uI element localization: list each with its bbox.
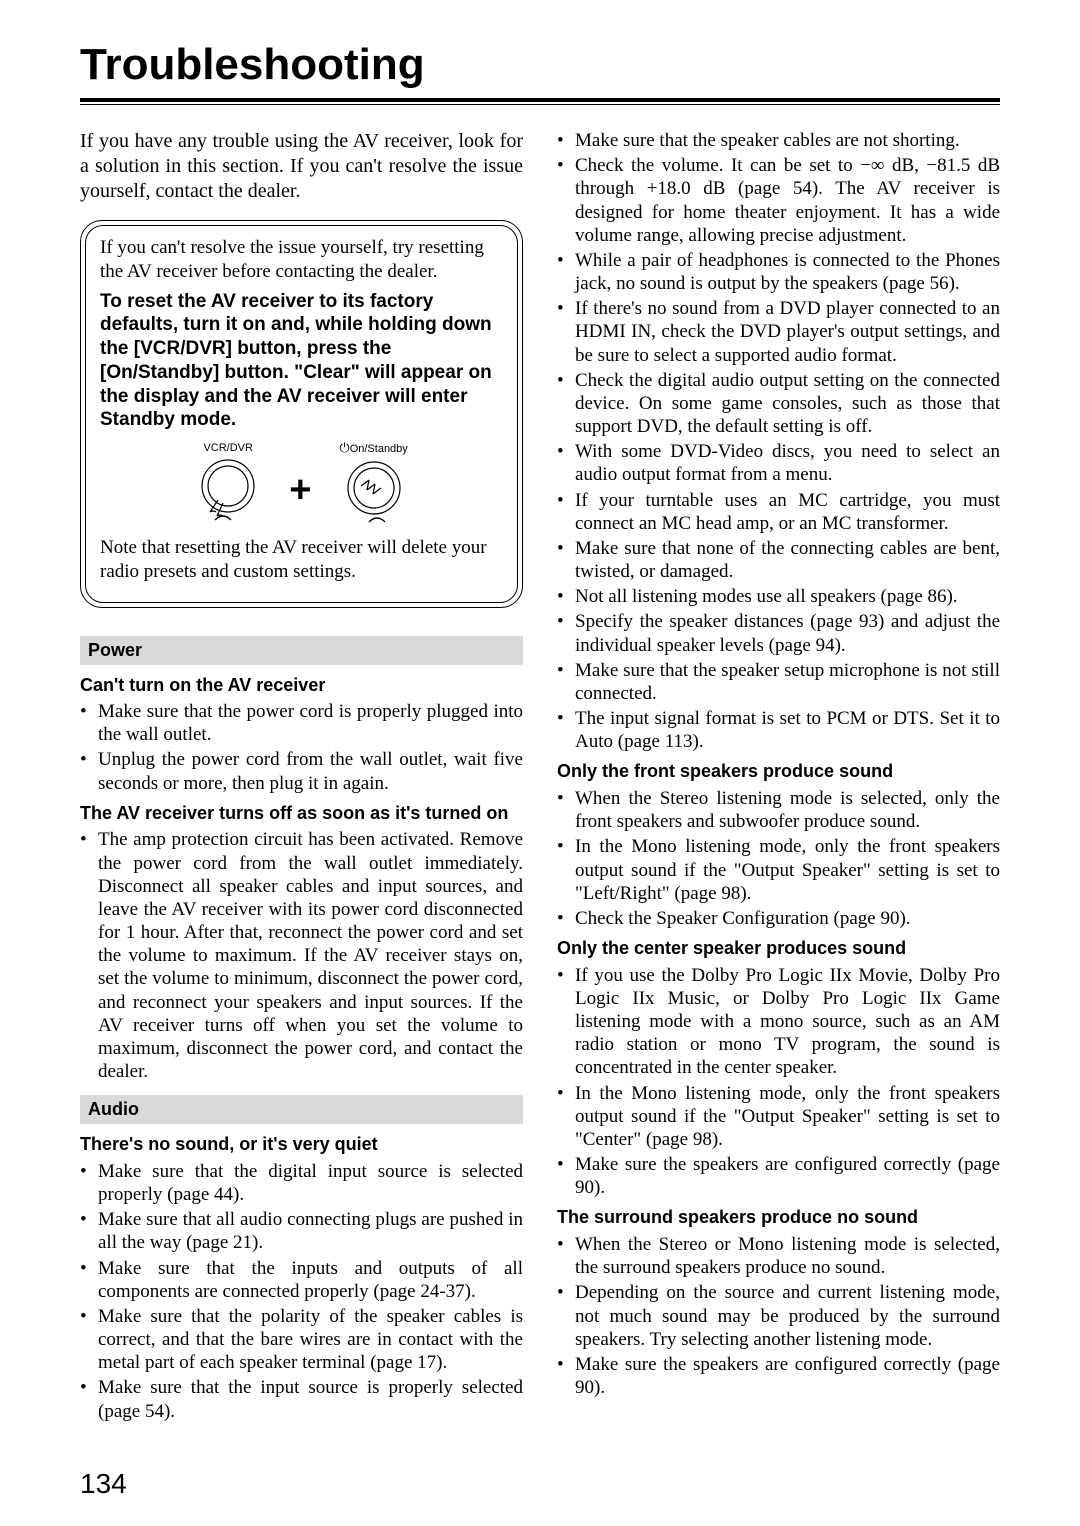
list-item: If you use the Dolby Pro Logic IIx Movie… [557,964,1000,1080]
item-list: When the Stereo or Mono listening mode i… [557,1233,1000,1399]
list-item: If there's no sound from a DVD player co… [557,297,1000,367]
reset-instructions: To reset the AV receiver to its factory … [100,290,503,433]
subsection-heading: Only the center speaker produces sound [557,938,1000,960]
intro-paragraph: If you have any trouble using the AV rec… [80,129,523,204]
section-bar: Power [80,636,523,665]
dial-right-icon [341,460,407,530]
dial-right-label: ⏻On/Standby [339,440,407,456]
list-item: Check the Speaker Configuration (page 90… [557,907,1000,930]
list-item: When the Stereo listening mode is select… [557,787,1000,833]
list-item: In the Mono listening mode, only the fro… [557,1082,1000,1152]
subsection-heading: Only the front speakers produce sound [557,761,1000,783]
list-item: With some DVD-Video discs, you need to s… [557,440,1000,486]
item-list: Make sure that the power cord is properl… [80,700,523,795]
reset-box: If you can't resolve the issue yourself,… [80,220,523,608]
list-item: Depending on the source and current list… [557,1281,1000,1351]
dial-left-label: VCR/DVR [203,442,253,454]
list-item: Check the digital audio output setting o… [557,369,1000,439]
list-item: Make sure that the power cord is properl… [80,700,523,746]
reset-p2: Note that resetting the AV receiver will… [100,536,503,584]
list-item: Make sure that the polarity of the speak… [80,1305,523,1375]
list-item: If your turntable uses an MC cartridge, … [557,489,1000,535]
list-item: Make sure that the speaker cables are no… [557,129,1000,152]
page-title: Troubleshooting [80,40,1000,102]
list-item: Not all listening modes use all speakers… [557,585,1000,608]
list-item: Make sure the speakers are configured co… [557,1153,1000,1199]
section-bar: Audio [80,1095,523,1124]
list-item: Make sure the speakers are configured co… [557,1353,1000,1399]
list-item: While a pair of headphones is connected … [557,249,1000,295]
subsection-heading: Can't turn on the AV receiver [80,675,523,697]
list-item: Make sure that the digital input source … [80,1160,523,1206]
dial-illustration: VCR/DVR + ⏻On/Standby [100,440,503,530]
dial-left-icon [195,458,261,528]
list-item: Make sure that the speaker setup microph… [557,659,1000,705]
item-list: When the Stereo listening mode is select… [557,787,1000,930]
subsection-heading: There's no sound, or it's very quiet [80,1134,523,1156]
page-number: 134 [80,1468,127,1500]
list-item: Make sure that the inputs and outputs of… [80,1257,523,1303]
item-list: The amp protection circuit has been acti… [80,828,523,1083]
list-item: In the Mono listening mode, only the fro… [557,835,1000,905]
list-item: Make sure that the input source is prope… [80,1376,523,1422]
subsection-heading: The surround speakers produce no sound [557,1207,1000,1229]
list-item: The amp protection circuit has been acti… [80,828,523,1083]
subsection-heading: The AV receiver turns off as soon as it'… [80,803,523,825]
list-item: Make sure that none of the connecting ca… [557,537,1000,583]
list-item: The input signal format is set to PCM or… [557,707,1000,753]
list-item: Unplug the power cord from the wall outl… [80,748,523,794]
list-item: Make sure that all audio connecting plug… [80,1208,523,1254]
content-columns: If you have any trouble using the AV rec… [80,129,1000,1423]
title-rule [80,104,1000,105]
item-list: If you use the Dolby Pro Logic IIx Movie… [557,964,1000,1200]
list-item: Check the volume. It can be set to −∞ dB… [557,154,1000,247]
list-item: When the Stereo or Mono listening mode i… [557,1233,1000,1279]
reset-p1: If you can't resolve the issue yourself,… [100,236,503,284]
list-item: Specify the speaker distances (page 93) … [557,610,1000,656]
plus-icon: + [289,471,311,509]
